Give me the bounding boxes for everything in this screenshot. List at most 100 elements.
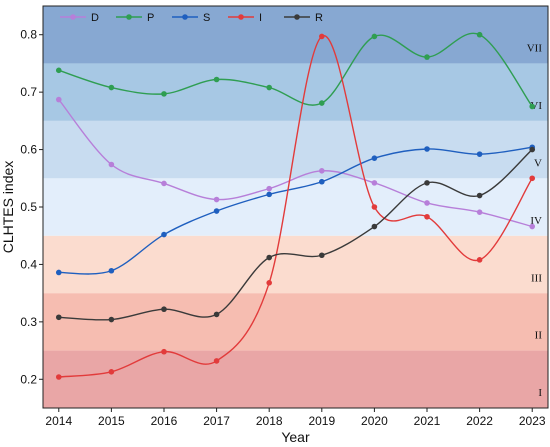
point-P-2014 (55, 67, 62, 74)
point-D-2017 (213, 196, 220, 203)
point-I-2023 (529, 175, 536, 182)
point-D-2016 (161, 180, 167, 187)
x-tick-label: 2017 (203, 414, 230, 428)
point-R-2018 (266, 254, 272, 261)
point-I-2022 (476, 257, 483, 263)
point-D-2022 (476, 209, 483, 215)
y-axis-ticks: 0.2 0.3 0.4 0.5 0.6 0.7 0.8 (20, 28, 43, 386)
point-I-2021 (424, 213, 430, 220)
band-2 (43, 293, 548, 351)
legend-label: S (203, 12, 210, 24)
point-D-2020 (371, 180, 378, 186)
point-S-2017 (213, 208, 220, 214)
level-bands (43, 6, 548, 408)
point-S-2015 (108, 267, 115, 274)
band-6 (43, 63, 548, 121)
point-P-2022 (476, 31, 483, 38)
point-P-2019 (319, 100, 325, 106)
series-S (55, 144, 536, 276)
x-tick-label: 2015 (98, 414, 125, 428)
point-S-2022 (476, 151, 483, 157)
point-S-2021 (424, 146, 430, 152)
x-tick-label: 2018 (256, 414, 283, 428)
x-axis-ticks: 2014 2015 2016 2017 2018 2019 2020 2021 2022 2023 (45, 408, 546, 428)
point-P-2016 (161, 91, 167, 97)
point-S-2016 (161, 231, 167, 238)
band-3 (43, 235, 548, 294)
point-I-2017 (213, 358, 220, 364)
y-tick-label: 0.7 (20, 85, 37, 99)
y-tick-label: 0.4 (20, 257, 37, 271)
legend-swatch-marker (70, 14, 76, 20)
x-tick-label: 2023 (519, 414, 546, 428)
band-label-6: VI (530, 100, 542, 112)
x-tick-label: 2016 (151, 414, 178, 428)
legend-item-P: P (116, 12, 154, 24)
point-I-2016 (161, 348, 167, 355)
point-P-2018 (266, 84, 272, 91)
point-R-2017 (213, 311, 220, 318)
legend-label: D (91, 12, 99, 24)
point-D-2018 (266, 185, 272, 192)
point-R-2015 (108, 316, 115, 323)
point-S-2014 (55, 269, 62, 276)
x-axis-title: Year (281, 429, 310, 445)
legend-item-S: S (172, 12, 210, 24)
legend-swatch-marker (238, 14, 244, 20)
x-tick-label: 2020 (361, 414, 388, 428)
point-P-2015 (108, 84, 115, 91)
y-axis-title: CLHTES index (0, 161, 16, 254)
point-R-2019 (319, 252, 325, 259)
legend-item-I: I (228, 12, 262, 24)
band-label-7: VII (527, 43, 543, 55)
band-7 (43, 6, 548, 64)
band-4 (43, 178, 548, 236)
point-R-2014 (55, 314, 62, 321)
point-R-2021 (424, 180, 430, 186)
point-S-2020 (371, 155, 378, 161)
band-label-3: III (531, 272, 542, 284)
y-tick-label: 0.6 (20, 143, 37, 157)
legend-label: P (147, 12, 154, 24)
series-line-S (58, 146, 533, 275)
point-P-2017 (213, 76, 220, 83)
series-I (55, 33, 536, 380)
band-5 (43, 120, 548, 179)
y-tick-label: 0.2 (20, 372, 37, 386)
x-tick-label: 2019 (308, 414, 335, 428)
point-R-2022 (476, 192, 483, 199)
point-I-2020 (371, 204, 378, 210)
y-tick-label: 0.3 (20, 315, 37, 329)
y-tick-label: 0.8 (20, 28, 37, 42)
point-I-2015 (108, 369, 115, 375)
band-label-1: I (538, 387, 542, 399)
point-D-2015 (108, 161, 115, 168)
x-tick-label: 2014 (45, 414, 72, 428)
series-P (55, 31, 536, 110)
y-tick-label: 0.5 (20, 200, 37, 214)
band-1 (43, 350, 548, 408)
x-tick-label: 2021 (414, 414, 441, 428)
point-P-2023 (529, 103, 536, 110)
band-label-4: IV (530, 215, 542, 227)
band-label-5: V (534, 157, 542, 169)
legend-item-D: D (60, 12, 99, 24)
band-label-2: II (535, 330, 543, 342)
point-I-2018 (266, 280, 272, 286)
legend-swatch-marker (126, 14, 132, 20)
legend-label: R (315, 12, 323, 24)
point-P-2020 (371, 33, 378, 40)
legend-item-R: R (284, 12, 323, 24)
point-P-2021 (424, 54, 430, 60)
point-I-2019 (319, 33, 325, 40)
point-D-2014 (55, 96, 62, 103)
x-tick-label: 2022 (466, 414, 493, 428)
point-D-2021 (424, 200, 430, 206)
point-R-2016 (161, 306, 167, 313)
point-D-2023 (529, 223, 536, 230)
point-I-2014 (55, 374, 62, 380)
series-R (55, 146, 536, 323)
